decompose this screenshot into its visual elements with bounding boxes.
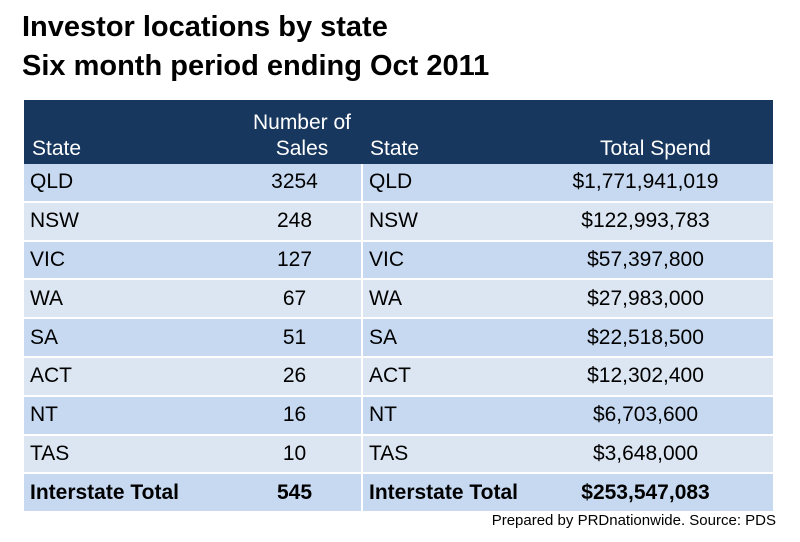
source-footnote: Prepared by PRDnationwide. Source: PDS: [491, 512, 776, 529]
state-cell: ACT: [24, 356, 242, 397]
state-cell: TAS: [24, 434, 242, 475]
state-cell-right: VIC: [361, 240, 538, 281]
sales-cell: 10: [242, 434, 362, 475]
table-row: NT 16 NT $6,703,600: [24, 395, 773, 436]
sales-cell: 67: [242, 279, 362, 320]
sales-cell: 127: [242, 240, 362, 281]
title-line-2: Six month period ending Oct 2011: [22, 50, 490, 82]
spend-cell: $12,302,400: [538, 356, 773, 397]
spend-cell: $3,648,000: [538, 434, 773, 475]
table-total-row: Interstate Total 545 Interstate Total $2…: [24, 473, 773, 514]
state-cell: NT: [24, 395, 242, 436]
spend-cell: $1,771,941,019: [538, 164, 773, 203]
header-state-left: State: [24, 100, 242, 164]
spend-cell: $122,993,783: [538, 201, 773, 242]
sales-cell: 248: [242, 201, 362, 242]
table-row: ACT 26 ACT $12,302,400: [24, 356, 773, 397]
total-spend-cell: $253,547,083: [538, 473, 773, 514]
sales-cell: 26: [242, 356, 362, 397]
state-cell: SA: [24, 318, 242, 358]
sales-cell: 16: [242, 395, 362, 436]
header-number-of-sales: Number of Sales: [242, 100, 362, 164]
state-cell-right: SA: [361, 318, 538, 358]
title-line-1: Investor locations by state: [22, 11, 388, 43]
state-cell-right: NT: [361, 395, 538, 436]
table-row: QLD 3254 QLD $1,771,941,019: [24, 164, 773, 203]
state-cell-right: ACT: [361, 356, 538, 397]
page-title: Investor locations by state Six month pe…: [22, 8, 489, 86]
sales-cell: 3254: [242, 164, 362, 203]
total-sales-cell: 545: [242, 473, 362, 514]
table-row: VIC 127 VIC $57,397,800: [24, 240, 773, 281]
state-cell-right: QLD: [361, 164, 538, 203]
table-row: WA 67 WA $27,983,000: [24, 279, 773, 320]
state-cell: NSW: [24, 201, 242, 242]
spend-cell: $22,518,500: [538, 318, 773, 358]
investor-table-container: State Number of Sales State Total Spend …: [24, 100, 773, 514]
header-sales-line-1: Number of: [252, 111, 352, 134]
state-cell-right: TAS: [361, 434, 538, 475]
table-row: NSW 248 NSW $122,993,783: [24, 201, 773, 242]
state-cell: VIC: [24, 240, 242, 281]
total-label-cell: Interstate Total: [24, 473, 242, 514]
state-cell: WA: [24, 279, 242, 320]
table-row: SA 51 SA $22,518,500: [24, 318, 773, 358]
header-state-right: State: [362, 100, 538, 164]
table-row: TAS 10 TAS $3,648,000: [24, 434, 773, 475]
investor-table: State Number of Sales State Total Spend …: [24, 100, 773, 514]
spend-cell: $27,983,000: [538, 279, 773, 320]
spend-cell: $6,703,600: [538, 395, 773, 436]
table-header-row: State Number of Sales State Total Spend: [24, 100, 773, 164]
spend-cell: $57,397,800: [538, 240, 773, 281]
state-cell-right: NSW: [361, 201, 538, 242]
state-cell: QLD: [24, 164, 242, 203]
state-cell-right: WA: [361, 279, 538, 320]
total-label-cell-right: Interstate Total: [361, 473, 538, 514]
header-total-spend: Total Spend: [538, 100, 773, 164]
header-sales-line-2: Sales: [275, 137, 329, 160]
sales-cell: 51: [242, 318, 362, 358]
